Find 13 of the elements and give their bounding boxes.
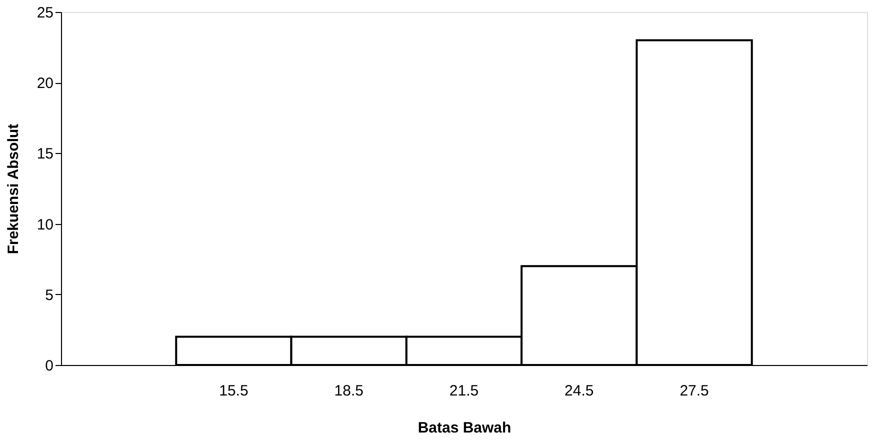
y-tick-label: 15 bbox=[36, 146, 54, 163]
x-tick-label: 18.5 bbox=[334, 382, 364, 400]
y-tick-label: 20 bbox=[36, 75, 54, 92]
x-axis-title: Batas Bawah bbox=[418, 420, 512, 436]
x-tick-label: 24.5 bbox=[564, 382, 594, 400]
y-tick-label: 0 bbox=[45, 358, 54, 374]
x-tick-label: 21.5 bbox=[449, 382, 479, 400]
y-axis-title: Frekuensi Absolut bbox=[4, 124, 22, 254]
y-tick-label: 25 bbox=[36, 4, 54, 22]
x-tick-label: 15.5 bbox=[219, 382, 248, 400]
x-tick-label: 27.5 bbox=[680, 382, 709, 400]
y-tick-label: 5 bbox=[45, 286, 54, 304]
y-tick-label: 10 bbox=[36, 216, 54, 234]
